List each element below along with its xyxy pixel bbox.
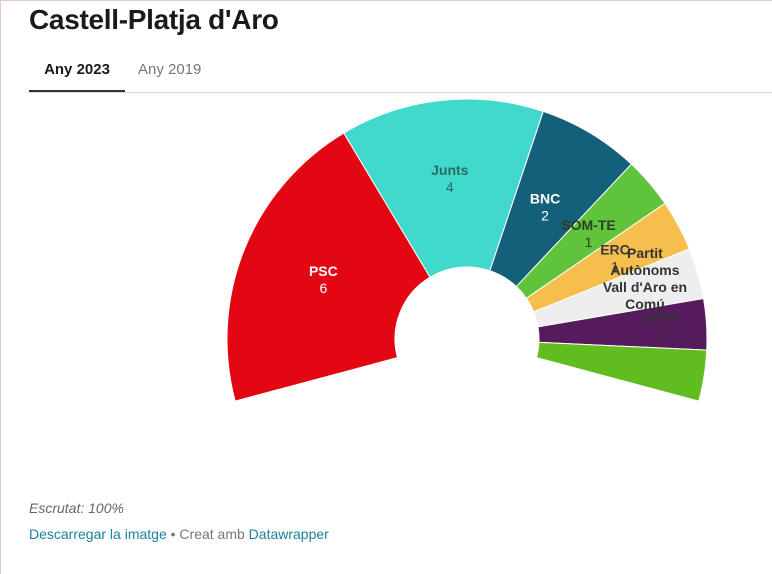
seat-label-4: ERC 1	[600, 242, 630, 275]
seat-label-5: Partit Autònoms Vall d'Aro en Comú 1	[603, 245, 687, 329]
seat-sector-1	[343, 98, 544, 278]
chart-sectors	[226, 98, 708, 402]
seat-label-0: PSC 6	[309, 263, 338, 296]
frame-top-edge	[0, 0, 772, 1]
datawrapper-link[interactable]: Datawrapper	[248, 526, 329, 542]
tab-any-2019[interactable]: Any 2019	[138, 61, 202, 78]
seat-sector-7	[535, 341, 708, 402]
created-with-text: Creat amb	[179, 526, 245, 542]
seat-sector-0	[226, 132, 431, 402]
frame-left-edge	[0, 0, 1, 574]
seat-label-2: BNC 2	[530, 191, 560, 224]
tab-any-2023[interactable]: Any 2023	[29, 50, 125, 92]
seat-label-3: SOM-TE 1	[561, 217, 615, 250]
seat-label-1: Junts 4	[431, 162, 469, 195]
count-status-note: Escrutat: 100%	[29, 500, 124, 516]
tab-bar: Any 2023 Any 2019	[29, 50, 772, 93]
page-title: Castell-Platja d'Aro	[29, 4, 279, 35]
download-image-link[interactable]: Descarregar la imatge	[29, 526, 167, 542]
footer-separator: •	[170, 526, 176, 542]
seat-label-6: VOX 1	[648, 309, 678, 342]
footer-links: Descarregar la imatge • Creat amb Datawr…	[29, 526, 329, 542]
